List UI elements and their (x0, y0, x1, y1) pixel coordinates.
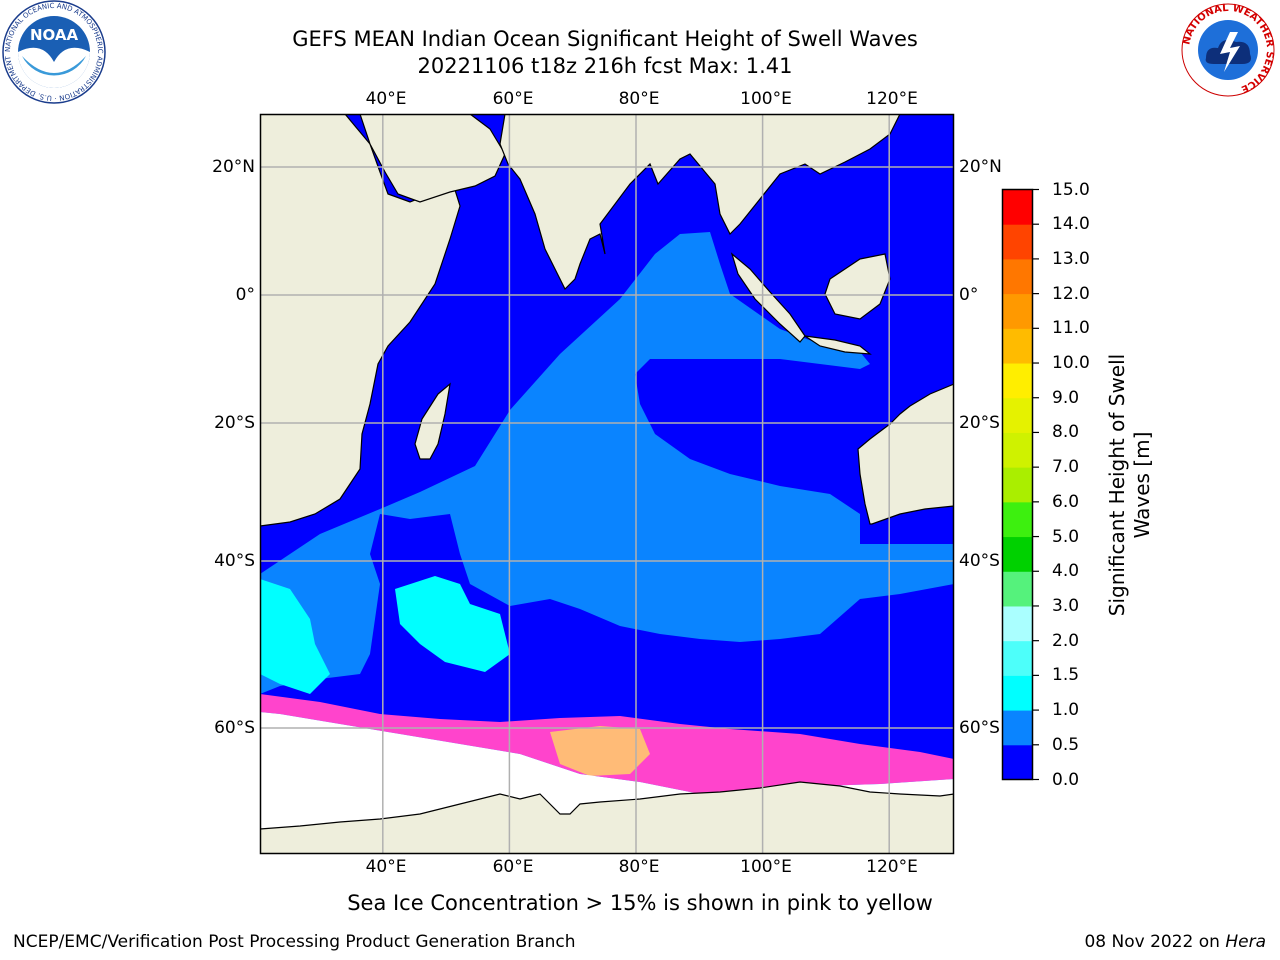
lon-tick-top: 40°E (365, 89, 407, 109)
map-subtitle: 20221106 t18z 216h fcst Max: 1.41 (417, 54, 793, 78)
colorbar-label: Significant Height of Swell Waves [m] (1105, 275, 1155, 695)
noaa-logo: NATIONAL OCEANIC AND ATMOSPHERIC ADMINIS… (0, 0, 106, 104)
colorbar-tick-label: 4.0 (1052, 561, 1080, 582)
lat-tick-left: 60°S (214, 718, 255, 738)
ocean-high-swell-central (395, 576, 510, 672)
footer-date: 08 Nov 2022 on Hera (1084, 932, 1266, 952)
colorbar-segment (1002, 397, 1033, 433)
colorbar-segment (1002, 501, 1033, 538)
lat-tick-right: 20°S (959, 413, 1000, 433)
map-title: GEFS MEAN Indian Ocean Significant Heigh… (292, 27, 918, 51)
colorbar (1001, 188, 1039, 781)
java (804, 335, 872, 355)
colorbar-tick-label: 6.0 (1052, 491, 1080, 512)
colorbar-segment (1002, 640, 1033, 676)
colorbar-segment (1002, 293, 1033, 329)
lat-tick-left: 20°N (212, 157, 255, 177)
sea-ice-caption: Sea Ice Concentration > 15% is shown in … (347, 891, 933, 915)
madagascar (414, 382, 451, 460)
lat-tick-left: 40°S (214, 551, 255, 571)
footer-host: Hera (1225, 932, 1266, 952)
ocean-high-swell-west (260, 579, 330, 694)
gridlines (260, 114, 954, 854)
colorbar-segment (1002, 363, 1033, 399)
nws-logo: NATIONAL WEATHER SERVICE (1181, 3, 1275, 97)
colorbar-tick-label: 1.5 (1052, 665, 1080, 686)
lon-tick-top: 120°E (866, 89, 918, 109)
asia-mainland (499, 114, 901, 291)
colorbar-tick-label: 2.0 (1052, 630, 1080, 651)
sumatra (730, 252, 806, 343)
lat-tick-right: 60°S (959, 718, 1000, 738)
colorbar-segment (1002, 258, 1033, 295)
sea-ice-dense (550, 726, 650, 776)
colorbar-tick-label: 15.0 (1052, 179, 1090, 200)
lat-tick-right: 0° (959, 285, 979, 305)
colorbar-tick-label: 0.0 (1052, 769, 1080, 790)
colorbar-segment (1002, 328, 1033, 364)
antarctica (260, 781, 954, 854)
colorbar-tick-label: 5.0 (1052, 526, 1080, 547)
colorbar-label-line1: Significant Height of Swell (1105, 353, 1129, 617)
lat-tick-right: 40°S (959, 551, 1000, 571)
lon-tick-bottom: 80°E (618, 857, 660, 877)
ocean-mid-swell (260, 232, 954, 694)
colorbar-segment (1002, 675, 1033, 711)
colorbar-tick-label: 11.0 (1052, 318, 1090, 339)
noaa-logo-text: NOAA (30, 26, 79, 44)
colorbar-segment (1002, 432, 1033, 468)
lon-tick-top: 60°E (492, 89, 534, 109)
colorbar-segment (1002, 571, 1033, 607)
colorbar-segment (1002, 536, 1033, 572)
colorbar-segment (1002, 744, 1033, 780)
colorbar-tick-label: 8.0 (1052, 422, 1080, 443)
colorbar-tick-label: 7.0 (1052, 457, 1080, 478)
lon-tick-bottom: 120°E (866, 857, 918, 877)
australia (857, 383, 954, 525)
lon-tick-bottom: 40°E (365, 857, 407, 877)
colorbar-tick-label: 3.0 (1052, 595, 1080, 616)
map-plot (259, 113, 955, 855)
colorbar-segment (1002, 605, 1033, 642)
lon-tick-bottom: 60°E (492, 857, 534, 877)
footer-credit: NCEP/EMC/Verification Post Processing Pr… (13, 932, 576, 952)
lat-tick-right: 20°N (959, 157, 1002, 177)
colorbar-label-line2: Waves [m] (1130, 431, 1154, 539)
lat-tick-left: 0° (235, 285, 255, 305)
colorbar-segment (1002, 189, 1033, 225)
colorbar-tick-label: 12.0 (1052, 283, 1090, 304)
lon-tick-bottom: 100°E (740, 857, 792, 877)
colorbar-tick-label: 1.0 (1052, 700, 1080, 721)
colorbar-tick-label: 13.0 (1052, 248, 1090, 269)
footer-date-text: 08 Nov 2022 on (1084, 932, 1220, 952)
colorbar-tick-label: 14.0 (1052, 214, 1090, 235)
borneo (824, 253, 891, 320)
colorbar-segment (1002, 224, 1033, 260)
colorbar-segment (1002, 467, 1033, 503)
colorbar-tick-label: 0.5 (1052, 734, 1080, 755)
lon-tick-top: 100°E (740, 89, 792, 109)
lon-tick-top: 80°E (618, 89, 660, 109)
lat-tick-left: 20°S (214, 413, 255, 433)
colorbar-tick-label: 9.0 (1052, 387, 1080, 408)
colorbar-tick-label: 10.0 (1052, 353, 1090, 374)
colorbar-segment (1002, 710, 1033, 746)
